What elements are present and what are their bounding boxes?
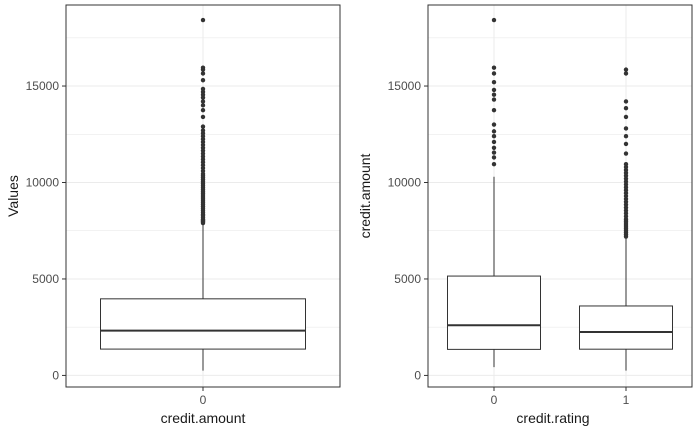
outlier-point — [623, 71, 629, 76]
y-tick-label: 10000 — [26, 175, 60, 189]
outlier-point — [200, 65, 206, 70]
outlier-point — [623, 67, 629, 72]
outlier-point — [491, 155, 497, 160]
panel-border — [427, 4, 693, 388]
outlier-point — [623, 151, 629, 156]
outlier-point — [623, 133, 629, 139]
y-tick-label: 5000 — [32, 272, 59, 286]
outlier-point — [200, 78, 206, 83]
y-axis-title: credit.amount — [357, 153, 373, 238]
chart-panel-left: 0 5000 10000 15000 0 credit.amount Values — [5, 4, 341, 426]
y-tick-label: 0 — [52, 368, 59, 382]
y-axis-ticks: 0 5000 10000 15000 — [388, 79, 428, 382]
outlier-point — [623, 114, 629, 120]
outlier-point — [200, 124, 206, 129]
y-tick-label: 5000 — [394, 272, 421, 286]
y-axis-ticks: 0 5000 10000 15000 — [26, 79, 66, 382]
y-axis-title: Values — [5, 175, 21, 217]
outlier-point — [491, 129, 497, 134]
outlier-point — [491, 150, 497, 155]
x-axis-title: credit.amount — [161, 410, 246, 426]
outlier-point — [491, 97, 497, 102]
outlier-point — [200, 17, 206, 23]
outlier-point — [491, 133, 497, 139]
outlier-point — [491, 65, 497, 70]
outlier-point — [200, 103, 206, 108]
outlier-point — [200, 99, 206, 104]
x-axis-ticks: 0 — [200, 387, 207, 407]
box-iqr — [100, 298, 306, 350]
boxplot-series — [100, 17, 306, 371]
outlier-point — [491, 71, 497, 76]
outlier-point — [623, 141, 629, 147]
boxplot-series — [447, 17, 673, 371]
box-iqr — [447, 275, 541, 350]
y-tick-label: 0 — [414, 368, 421, 382]
y-tick-label: 10000 — [388, 175, 422, 189]
outlier-point — [623, 99, 629, 104]
outlier-point — [491, 87, 497, 93]
x-tick-label: 0 — [491, 393, 498, 407]
outlier-point — [200, 86, 206, 92]
x-tick-label: 0 — [200, 393, 207, 407]
outlier-point — [491, 107, 497, 113]
outlier-point — [200, 128, 206, 133]
x-tick-label: 1 — [623, 393, 630, 407]
outlier-point — [491, 145, 497, 150]
box-iqr — [579, 305, 673, 350]
outlier-point — [491, 161, 497, 167]
outlier-point — [491, 122, 497, 127]
outlier-point — [491, 17, 497, 23]
outlier-point — [491, 139, 497, 145]
y-tick-label: 15000 — [388, 79, 422, 93]
outlier-point — [200, 71, 206, 76]
outlier-point — [200, 114, 206, 120]
outlier-point — [491, 79, 497, 85]
outlier-point — [623, 106, 629, 111]
y-tick-label: 15000 — [26, 79, 60, 93]
x-axis-title: credit.rating — [516, 410, 589, 426]
outlier-point — [491, 92, 497, 97]
outlier-point — [200, 107, 206, 113]
outlier-point — [623, 126, 629, 131]
outlier-point — [623, 161, 629, 167]
